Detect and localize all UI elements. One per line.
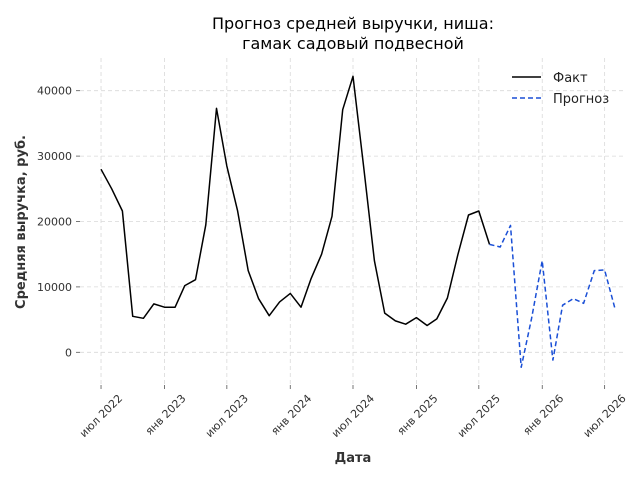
series (100, 75, 617, 369)
y-tick-label: 30000 (37, 150, 72, 163)
x-tick-label: янв 2026 (521, 392, 567, 438)
x-tick-label: июл 2023 (203, 392, 251, 440)
y-tick-label: 0 (65, 346, 72, 359)
x-axis-label: Дата (335, 451, 372, 466)
x-tick-label: янв 2024 (269, 392, 315, 438)
chart-title-line-2: гамак садовый подвесной (242, 34, 464, 53)
axes: 0 10000 20000 30000 40000 июл 2022 янв 2023 июл… (37, 85, 629, 440)
forecast-series-line (489, 224, 617, 369)
legend-fact-label: Факт (553, 71, 588, 86)
grid (80, 58, 626, 385)
x-tick-label: июл 2024 (329, 392, 377, 440)
y-tick-label: 40000 (37, 85, 72, 98)
fact-series-line (100, 75, 491, 327)
y-tick-label: 20000 (37, 216, 72, 229)
legend: Факт Прогноз (512, 71, 609, 107)
chart-title-line-1: Прогноз средней выручки, ниша: (212, 14, 494, 33)
y-tick-label: 10000 (37, 281, 72, 294)
x-tick-label: янв 2025 (395, 392, 441, 438)
x-tick-label: янв 2023 (143, 392, 189, 438)
x-tick-label: июл 2022 (77, 392, 125, 440)
legend-forecast-label: Прогноз (553, 92, 609, 107)
x-tick-label: июл 2026 (581, 392, 629, 440)
x-tick-label: июл 2025 (455, 392, 503, 440)
y-axis-label: Средняя выручка, руб. (14, 135, 29, 309)
